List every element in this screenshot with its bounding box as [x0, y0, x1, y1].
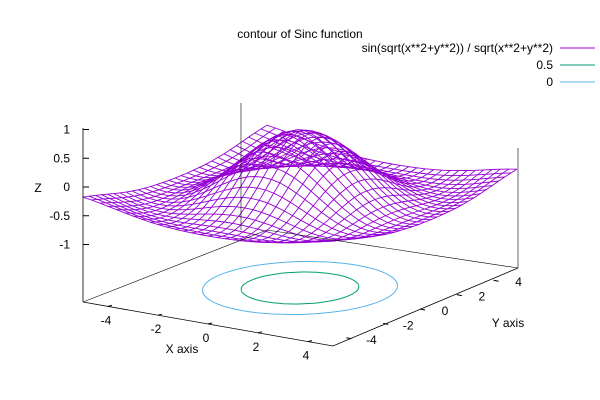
surface-line-y — [230, 149, 481, 197]
surface-line-y — [248, 136, 499, 186]
legend-label-surface: sin(sqrt(x**2+y**2)) / sqrt(x**2+y**2) — [362, 41, 553, 55]
contour-lines — [201, 261, 399, 315]
surface-mesh — [82, 124, 518, 244]
z-tick-label: 1 — [63, 123, 70, 137]
surface-line-y — [266, 124, 518, 172]
surface-line-y — [254, 132, 505, 181]
x-tick-label: 2 — [253, 340, 260, 354]
contour-level-0.5 — [240, 271, 360, 305]
y-tick-mark — [493, 279, 499, 282]
axes: -4 -2 0 2 4 -4 -2 0 2 4 1 0.5 0 -0.5 -1 — [49, 103, 522, 363]
y-tick-mark — [346, 337, 352, 340]
x-axis-label: X axis — [166, 342, 199, 356]
z-tick-label: -0.5 — [49, 209, 70, 223]
y-tick-label: 0 — [442, 304, 449, 318]
legend: sin(sqrt(x**2+y**2)) / sqrt(x**2+y**2) 0… — [362, 41, 595, 89]
base-front-edges — [82, 267, 519, 347]
y-tick-label: -2 — [403, 318, 414, 332]
surface-line-y — [150, 155, 401, 232]
x-tick-label: -4 — [101, 313, 112, 327]
x-tick-mark — [257, 331, 263, 334]
x-tick-mark — [157, 313, 163, 316]
x-tick-mark — [107, 304, 113, 307]
surface-line-y — [119, 192, 370, 240]
y-tick-label: 2 — [478, 290, 485, 304]
x-tick-mark — [307, 340, 313, 343]
surface-line-y — [107, 193, 358, 242]
y-tick-mark — [419, 308, 426, 311]
y-axis-label: Y axis — [492, 316, 524, 330]
surface-line-y — [260, 128, 511, 177]
z-tick-label: 0 — [63, 180, 70, 194]
y-tick-label: -4 — [366, 333, 377, 347]
x-tick-label: 0 — [203, 331, 210, 345]
surface-line-y — [113, 193, 364, 241]
z-tick-label: 0.5 — [53, 151, 70, 165]
x-tick-label: 4 — [303, 349, 310, 363]
z-tick-label: -1 — [59, 238, 70, 252]
base-back-edges — [82, 229, 519, 303]
chart-title: contour of Sinc function — [237, 27, 362, 41]
surface-line-y — [211, 147, 462, 207]
legend-label-contour-0: 0 — [546, 75, 553, 89]
y-tick-mark — [456, 294, 462, 297]
surface-line-y — [223, 153, 475, 200]
y-tick-label: 4 — [515, 275, 522, 289]
surface-line-y — [101, 194, 352, 243]
x-tick-label: -2 — [151, 322, 162, 336]
surface-line-y — [156, 146, 407, 230]
surface-line-y — [236, 145, 487, 193]
surface-line-y — [125, 191, 376, 239]
z-axis-label: Z — [34, 181, 41, 195]
surface-line-y — [205, 141, 456, 210]
surface-line-y — [217, 153, 468, 204]
legend-label-contour-0.5: 0.5 — [536, 58, 553, 72]
surface-line-y — [131, 186, 383, 237]
contour-level-0 — [201, 261, 399, 315]
surface-line-y — [138, 176, 389, 235]
x-tick-mark — [207, 322, 213, 325]
y-tick-mark — [383, 322, 389, 325]
